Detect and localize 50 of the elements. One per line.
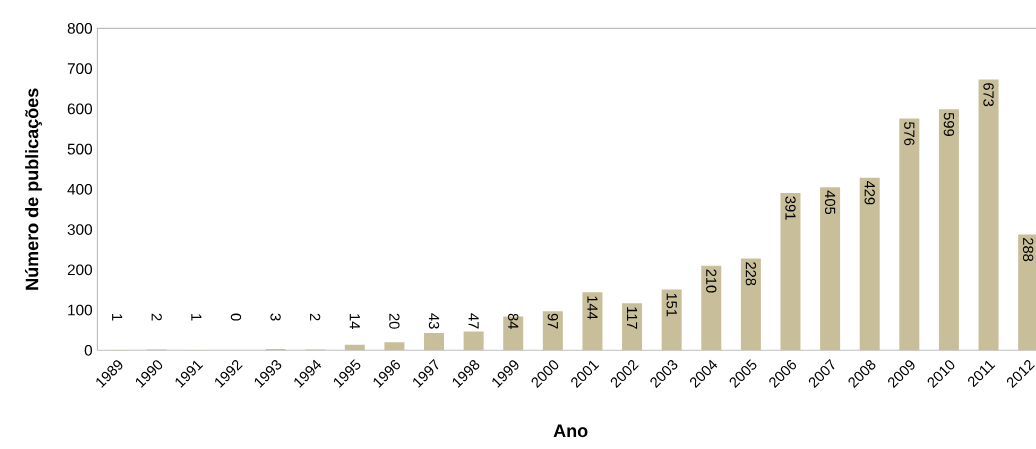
data-label: 1 [191,314,202,321]
bar [463,331,484,351]
y-tick-label: 600 [67,103,93,115]
bar [424,333,445,351]
data-label: 288 [1022,238,1034,262]
data-label: 3 [270,313,281,321]
bar [899,118,920,351]
bar [820,187,841,351]
data-label: 20 [389,313,400,329]
bar [740,258,761,351]
data-label: 144 [587,296,598,320]
y-axis-title: Número de publicações [24,88,42,290]
y-tick-label: 700 [67,63,93,75]
bar [384,342,405,351]
data-label: 2 [310,313,321,321]
data-label: 117 [627,307,638,329]
data-label: 210 [706,269,717,293]
data-label: 429 [864,180,875,205]
bar [542,311,563,351]
data-label: 151 [666,293,677,317]
bar [780,192,801,351]
data-label: 673 [983,83,994,107]
bar [938,109,959,351]
data-label: 97 [547,313,559,329]
data-label: 14 [349,314,360,329]
bar [582,292,603,351]
data-label: 47 [468,313,479,329]
y-tick-label: 500 [67,143,93,155]
bar [661,289,682,351]
y-tick-label: 400 [67,183,93,195]
data-label: 2 [151,313,162,321]
data-label: 228 [745,262,757,286]
data-label: 405 [824,190,836,215]
y-tick-label: 100 [68,304,93,316]
bar [622,303,643,351]
bar [859,177,880,351]
bar [701,265,722,351]
data-label: 0 [230,313,242,321]
data-label: 1 [112,314,123,321]
y-tick-label: 800 [67,22,93,34]
data-label: 84 [508,313,519,329]
x-axis-title: Ano [553,424,588,438]
y-tick-label: 0 [84,344,93,356]
data-label: 576 [904,122,915,146]
data-label: 599 [943,112,955,136]
data-label: 391 [785,196,796,220]
data-label: 43 [428,313,440,329]
bar [978,79,999,351]
y-tick-label: 300 [67,224,93,235]
y-tick-label: 200 [67,264,93,276]
